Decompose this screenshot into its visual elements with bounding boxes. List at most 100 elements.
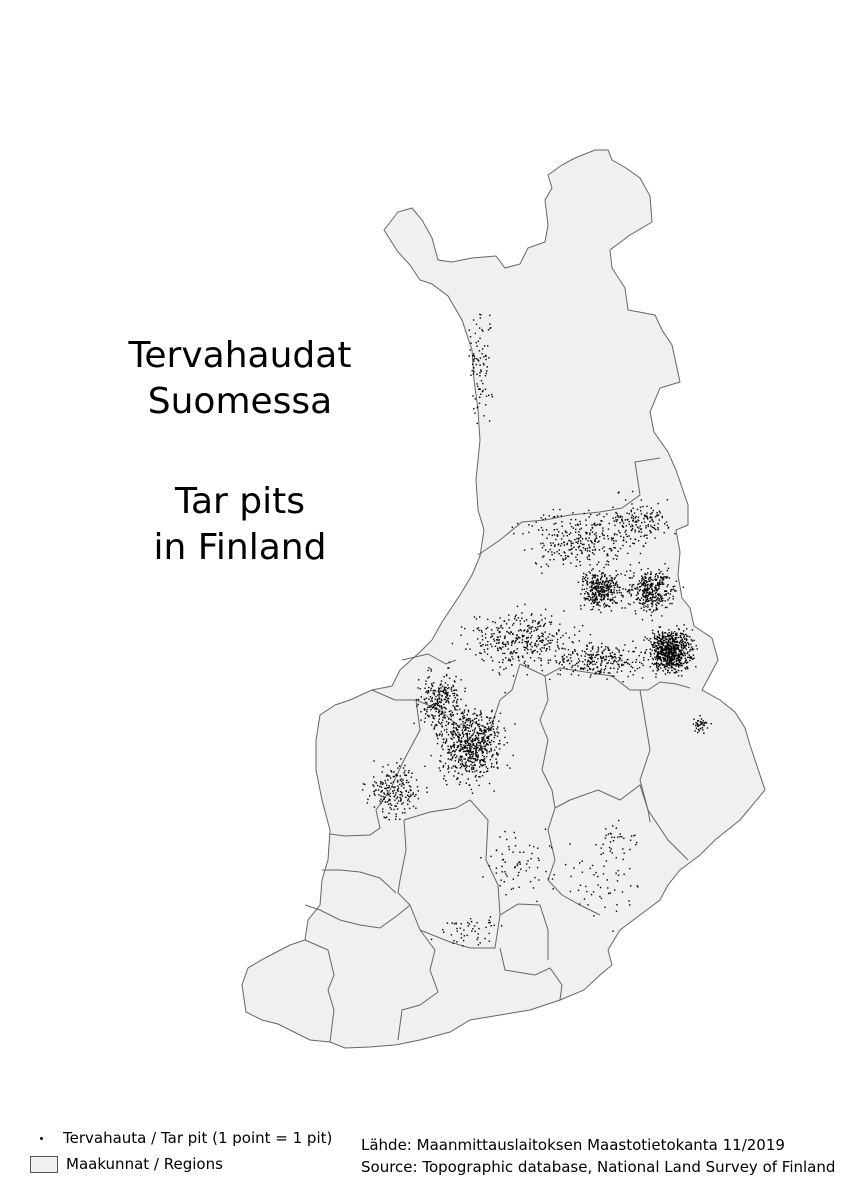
- tar-pit-point: [680, 649, 682, 651]
- tar-pit-point: [645, 610, 648, 612]
- tar-pit-point: [459, 734, 461, 736]
- tar-pit-point: [495, 746, 497, 748]
- tar-pit-point: [668, 636, 670, 638]
- tar-pit-point: [652, 658, 654, 661]
- tar-pit-point: [603, 546, 605, 548]
- tar-pit-point: [555, 538, 557, 541]
- tar-pit-point: [645, 542, 647, 544]
- tar-pit-point: [667, 647, 670, 649]
- tar-pit-point: [666, 643, 669, 645]
- tar-pit-point: [579, 520, 581, 523]
- tar-pit-point: [556, 641, 558, 643]
- tar-pit-point: [585, 533, 588, 535]
- tar-pit-point: [615, 872, 617, 874]
- tar-pit-point: [559, 508, 561, 511]
- tar-pit-point: [585, 573, 587, 576]
- tar-pit-point: [477, 758, 479, 760]
- tar-pit-point: [487, 345, 489, 347]
- tar-pit-point: [700, 727, 702, 730]
- tar-pit-point: [474, 776, 477, 778]
- tar-pit-point: [570, 875, 572, 878]
- tar-pit-point: [427, 691, 430, 693]
- tar-pit-point: [630, 885, 632, 887]
- tar-pit-point: [481, 746, 483, 748]
- tar-pit-point: [628, 520, 630, 523]
- title-fi-line1: Tervahaudat: [128, 335, 352, 376]
- tar-pit-point: [590, 580, 593, 583]
- source-line-en: Source: Topographic database, National L…: [361, 1158, 836, 1176]
- tar-pit-point: [490, 739, 493, 742]
- tar-pit-point: [479, 616, 481, 618]
- tar-pit-point: [545, 870, 547, 873]
- tar-pit-point: [605, 828, 607, 830]
- tar-pit-point: [501, 853, 503, 855]
- tar-pit-point: [621, 663, 623, 666]
- tar-pit-point: [431, 696, 433, 699]
- tar-pit-point: [591, 592, 594, 594]
- tar-pit-point: [579, 534, 582, 537]
- tar-pit-point: [507, 643, 510, 645]
- tar-pit-point: [513, 650, 515, 652]
- tar-pit-point: [650, 525, 652, 527]
- tar-pit-point: [590, 662, 592, 664]
- tar-pit-point: [624, 644, 626, 646]
- tar-pit-point: [469, 738, 471, 740]
- tar-pit-point: [700, 718, 703, 720]
- tar-pit-point: [603, 649, 605, 652]
- tar-pit-point: [643, 584, 645, 587]
- tar-pit-point: [562, 647, 564, 650]
- tar-pit-point: [621, 836, 623, 838]
- tar-pit-point: [453, 736, 455, 739]
- tar-pit-point: [473, 731, 476, 733]
- tar-pit-point: [657, 669, 660, 671]
- tar-pit-point: [460, 634, 462, 636]
- tar-pit-point: [703, 723, 706, 725]
- tar-pit-point: [664, 664, 666, 666]
- tar-pit-point: [472, 744, 474, 746]
- tar-pit-point: [528, 531, 530, 534]
- tar-pit-point: [614, 601, 616, 604]
- tar-pit-point: [458, 758, 460, 760]
- tar-pit-point: [470, 788, 473, 791]
- tar-pit-point: [648, 576, 651, 579]
- tar-pit-point: [611, 585, 613, 587]
- tar-pit-point: [695, 645, 697, 647]
- tar-pit-point: [417, 790, 419, 792]
- tar-pit-point: [658, 647, 660, 649]
- tar-pit-point: [453, 724, 455, 726]
- tar-pit-point: [575, 565, 577, 567]
- tar-pit-point: [491, 396, 494, 398]
- tar-pit-point: [553, 545, 556, 547]
- tar-pit-point: [447, 758, 449, 760]
- tar-pit-point: [488, 782, 491, 785]
- tar-pit-point: [534, 620, 536, 622]
- tar-pit-point: [454, 753, 456, 756]
- tar-pit-point: [447, 748, 449, 751]
- tar-pit-point: [482, 382, 484, 385]
- tar-pit-point: [601, 652, 603, 654]
- tar-pit-point: [537, 638, 540, 640]
- tar-pit-point: [633, 650, 635, 653]
- tar-pit-point: [649, 599, 652, 601]
- tar-pit-point: [590, 585, 593, 588]
- tar-pit-point: [550, 544, 552, 546]
- tar-pit-point: [381, 783, 384, 786]
- tar-pit-point: [610, 577, 612, 579]
- tar-pit-point: [559, 669, 562, 671]
- tar-pit-point: [454, 709, 456, 711]
- tar-pit-point: [507, 659, 510, 662]
- tar-pit-point: [591, 647, 594, 649]
- tar-pit-point: [672, 588, 675, 590]
- tar-pit-point: [551, 551, 553, 553]
- tar-pit-point: [473, 764, 476, 766]
- tar-pit-point: [455, 689, 458, 691]
- tar-pit-point: [687, 642, 690, 645]
- tar-pit-point: [479, 337, 481, 340]
- tar-pit-point: [662, 650, 664, 652]
- tar-pit-point: [659, 626, 662, 628]
- tar-pit-point: [651, 662, 654, 665]
- tar-pit-point: [625, 529, 627, 532]
- tar-pit-point: [651, 589, 654, 591]
- tar-pit-point: [663, 639, 665, 642]
- tar-pit-point: [566, 668, 568, 670]
